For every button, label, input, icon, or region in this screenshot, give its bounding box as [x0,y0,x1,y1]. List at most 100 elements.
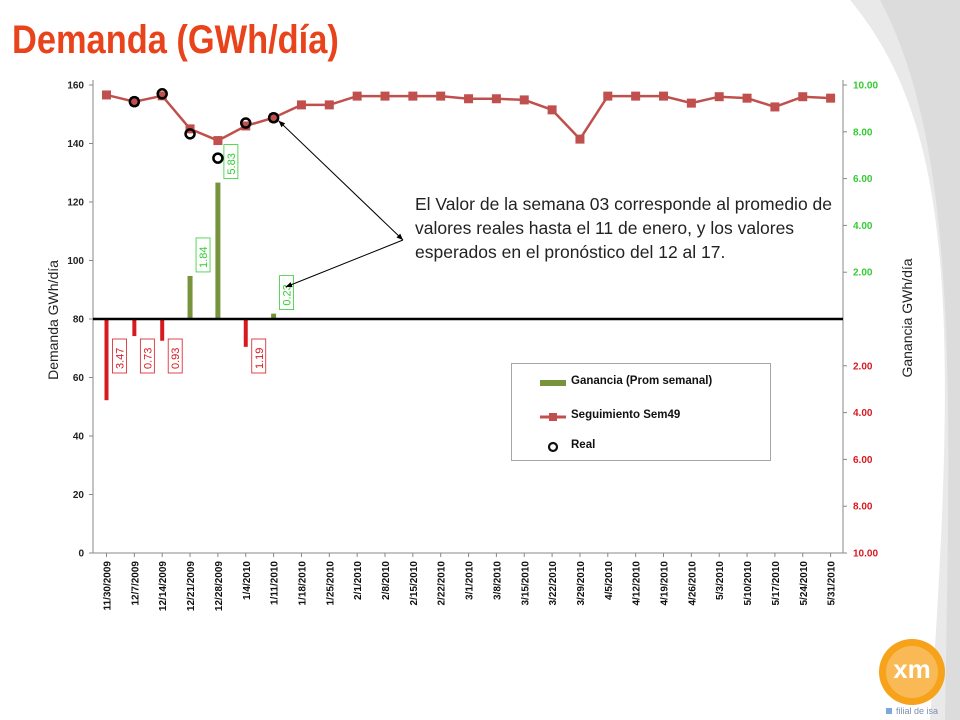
right-tick-label: 10.00 [853,81,878,92]
right-tick-label: 6.00 [853,455,873,466]
x-tick-label: 1/25/2010 [325,561,336,606]
left-tick-label: 20 [73,490,85,501]
legend-bar-symbol [540,380,566,386]
page-title: Demanda (GWh/día) [12,18,339,62]
right-tick-label: 2.00 [853,268,873,279]
svg-text:xm: xm [893,654,931,684]
seguimiento-marker [269,113,279,123]
seguimiento-marker [603,91,613,101]
right-tick-label: 10.00 [853,549,878,560]
x-tick-label: 3/29/2010 [576,561,587,606]
loss-label: 0.73 [142,348,154,369]
seguimiento-marker [519,95,529,105]
x-tick-label: 4/5/2010 [604,561,615,600]
real-marker [240,117,252,129]
x-tick-label: 3/22/2010 [548,561,559,606]
x-tick-label: 12/21/2009 [186,561,197,611]
seguimiento-marker [296,100,306,110]
real-marker [184,128,196,140]
legend-circle-symbol [547,441,559,453]
left-tick-label: 160 [67,81,84,92]
seguimiento-marker [436,91,446,101]
x-tick-label: 2/1/2010 [353,561,364,600]
x-tick-label: 4/19/2010 [660,561,671,606]
x-tick-label: 5/24/2010 [799,561,810,606]
left-tick-label: 100 [67,256,84,267]
x-tick-label: 3/15/2010 [520,561,531,606]
loss-bar [132,319,137,337]
seguimiento-marker [575,134,585,144]
gain-label-box [223,144,239,179]
x-tick-label: 2/8/2010 [381,561,392,600]
gain-label: 1.84 [198,247,210,268]
gain-bar [271,313,277,319]
legend-item-seguimiento: Seguimiento Sem49 [512,408,770,426]
right-tick-label: 6.00 [853,174,873,185]
arrow-head [285,282,293,288]
gain-label-box [195,237,211,273]
right-axis-title: Ganancia GWh/día [899,258,915,377]
x-tick-label: 3/8/2010 [492,561,503,600]
x-tick-label: 3/1/2010 [465,561,476,600]
real-marker [156,88,168,100]
seguimiento-marker [324,100,334,110]
loss-label: 3.47 [115,348,127,369]
loss-bar [243,319,248,347]
seguimiento-marker [213,136,223,146]
real-marker [212,152,224,164]
left-tick-label: 120 [67,198,84,209]
seguimiento-marker [464,94,474,104]
loss-bar [160,319,165,341]
left-tick-label: 40 [73,432,85,443]
annotation-arrow [278,120,404,241]
gain-bar [215,182,221,319]
left-tick-label: 80 [73,315,85,326]
x-tick-label: 5/31/2010 [827,561,838,606]
legend-item-ganancia: Ganancia (Prom semanal) [512,374,770,392]
seguimiento-marker [631,91,641,101]
arrow-head [396,233,403,240]
x-tick-label: 11/30/2009 [103,561,114,611]
x-tick-label: 12/28/2009 [214,561,225,611]
legend-label-seguimiento: Seguimiento Sem49 [571,409,681,421]
seguimiento-marker [241,121,251,131]
loss-label: 0.93 [170,348,182,369]
seguimiento-marker [547,105,557,115]
real-marker [267,112,280,124]
loss-label-box [167,338,183,374]
legend-label-ganancia: Ganancia (Prom semanal) [571,375,713,387]
left-tick-label: 0 [78,549,84,560]
seguimiento-marker [826,93,836,103]
gain-bar [187,275,193,319]
real-marker [128,95,141,108]
right-tick-label: 4.00 [853,221,873,232]
right-tick-label: 2.00 [853,361,873,372]
left-tick-label: 140 [67,139,84,150]
x-tick-label: 12/7/2009 [130,561,141,606]
seguimiento-marker [659,91,668,101]
x-tick-label: 4/26/2010 [687,561,698,606]
gain-label: 5.83 [226,153,238,174]
x-tick-label: 5/10/2010 [743,561,754,606]
x-tick-label: 1/18/2010 [297,561,308,606]
xm-logo: xm filial de isa [879,639,945,716]
gain-label: 0.23 [282,284,294,305]
loss-label: 1.19 [254,348,266,369]
seguimiento-marker [408,91,418,101]
x-tick-label: 12/14/2009 [158,561,169,611]
chart-legend: Ganancia (Prom semanal) Seguimiento Sem4… [511,363,771,461]
right-tick-label: 8.00 [853,502,873,513]
seguimiento-marker [686,98,696,108]
seguimiento-marker [380,91,390,101]
seguimiento-marker [352,91,362,101]
x-tick-label: 4/12/2010 [632,561,643,606]
seguimiento-marker [798,92,808,102]
x-tick-label: 1/11/2010 [270,561,281,605]
left-axis-title: Demanda GWh/día [45,260,61,380]
seguimiento-marker [157,91,167,101]
loss-bar [104,319,109,401]
right-tick-label: 4.00 [853,408,873,419]
seguimiento-marker [129,97,139,107]
x-tick-label: 2/22/2010 [437,561,448,606]
